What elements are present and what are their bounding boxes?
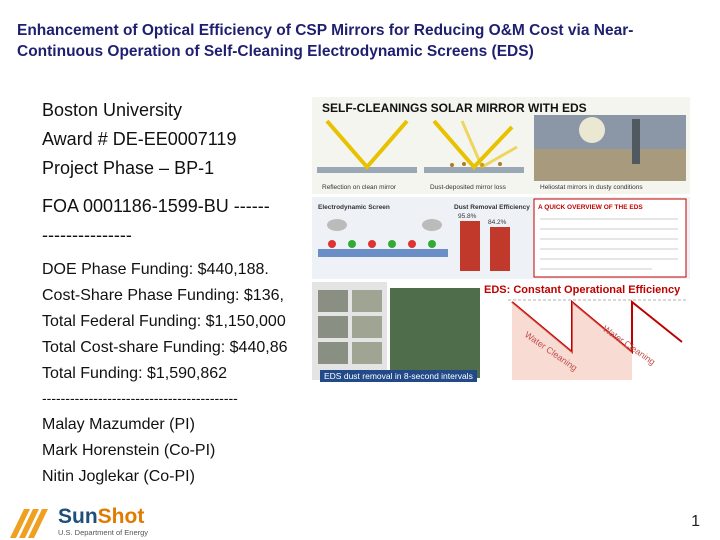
dust-label: Dust Removal Efficiency [454, 204, 530, 211]
eds-overview-panel: Electrodynamic Screen Dust Removal Effic… [312, 197, 690, 279]
caption-dusty: Dust-deposited mirror loss [430, 184, 507, 191]
sunshot-subtitle: U.S. Department of Energy [58, 528, 149, 537]
foa-dashes: --------------- [42, 225, 132, 245]
panel1-title: SELF-CLEANINGS SOLAR MIRROR WITH EDS [322, 101, 587, 115]
sunshot-word-sun: Sun [58, 505, 98, 528]
cost-share-total: Total Cost-share Funding: $440,86 [42, 339, 288, 356]
institution: Boston University [42, 100, 183, 120]
solar-mirror-panel: SELF-CLEANINGS SOLAR MIRROR WITH EDS Ref… [312, 97, 690, 194]
efficiency-graph: Water Cleaning Water Cleaning [312, 282, 688, 380]
sunshot-word-shot: Shot [97, 505, 145, 528]
award-number: Award # DE-EE0007119 [42, 129, 237, 149]
page-number: 1 [691, 513, 700, 530]
person-copi-1: Mark Horenstein (Co-PI) [42, 442, 216, 459]
sunshot-logo-icon [10, 509, 48, 538]
sunshot-wordmark: SunShot [58, 505, 144, 529]
caption-clean: Reflection on clean mirror [322, 184, 397, 191]
person-copi-2: Nitin Joglekar (Co-PI) [42, 468, 195, 485]
eds-figure-collage: SELF-CLEANINGS SOLAR MIRROR WITH EDS Ref… [312, 97, 690, 384]
total-funding: Total Funding: $1,590,862 [42, 365, 228, 382]
project-phase: Project Phase – BP-1 [42, 158, 215, 178]
separator: ----------------------------------------… [42, 390, 238, 406]
doe-funding: DOE Phase Funding: $440,188. [42, 261, 269, 278]
caption-heliostat: Heliostat mirrors in dusty conditions [540, 184, 643, 191]
person-pi: Malay Mazumder (PI) [42, 416, 195, 433]
foa-number: FOA 0001186-1599-BU ------ [42, 196, 270, 216]
efficiency-panel: Water Cleaning Water Cleaning EDS: Const… [312, 282, 690, 384]
bar-a-value: 95.8% [458, 213, 477, 220]
federal-funding: Total Federal Funding: $1,150,000 [42, 313, 286, 330]
efficiency-title: EDS: Constant Operational Efficiency [484, 284, 681, 296]
cost-share-funding: Cost-Share Phase Funding: $136, [42, 287, 284, 304]
eds-diagram: Electrodynamic Screen Dust Removal Effic… [318, 198, 687, 278]
sunshot-logo: SunShot U.S. Department of Energy [10, 505, 150, 538]
eds-interval-caption: EDS dust removal in 8-second intervals [320, 370, 477, 382]
slide-title: Enhancement of Optical Efficiency of CSP… [17, 22, 634, 60]
mirror-diagram: Reflection on clean mirror Dust-deposite… [317, 115, 686, 191]
overview-box-title: A QUICK OVERVIEW OF THE EDS [538, 204, 643, 211]
bar-b-value: 84.2% [488, 219, 507, 226]
screen-label: Electrodynamic Screen [318, 204, 390, 211]
